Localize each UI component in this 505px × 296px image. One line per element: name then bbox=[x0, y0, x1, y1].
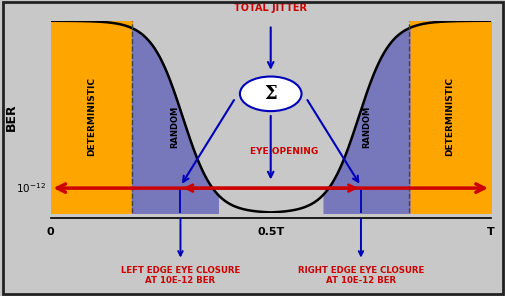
Text: RIGHT EDGE EYE CLOSURE
AT 10E-12 BER: RIGHT EDGE EYE CLOSURE AT 10E-12 BER bbox=[297, 266, 423, 285]
Text: TOTAL JITTER: TOTAL JITTER bbox=[234, 3, 307, 13]
Text: DETERMINISTIC: DETERMINISTIC bbox=[445, 78, 453, 156]
Text: LEFT EDGE EYE CLOSURE
AT 10E-12 BER: LEFT EDGE EYE CLOSURE AT 10E-12 BER bbox=[121, 266, 239, 285]
Text: T: T bbox=[486, 227, 494, 237]
Text: $10^{-12}$: $10^{-12}$ bbox=[16, 181, 46, 195]
Text: 0.5T: 0.5T bbox=[257, 227, 284, 237]
Text: 0: 0 bbox=[46, 227, 55, 237]
Text: DETERMINISTIC: DETERMINISTIC bbox=[87, 78, 95, 156]
Text: RANDOM: RANDOM bbox=[361, 105, 370, 148]
Text: BER: BER bbox=[5, 103, 18, 131]
Text: EYE OPENING: EYE OPENING bbox=[249, 147, 318, 156]
Ellipse shape bbox=[239, 76, 301, 111]
Text: RANDOM: RANDOM bbox=[170, 105, 179, 148]
Text: Σ: Σ bbox=[264, 85, 277, 103]
